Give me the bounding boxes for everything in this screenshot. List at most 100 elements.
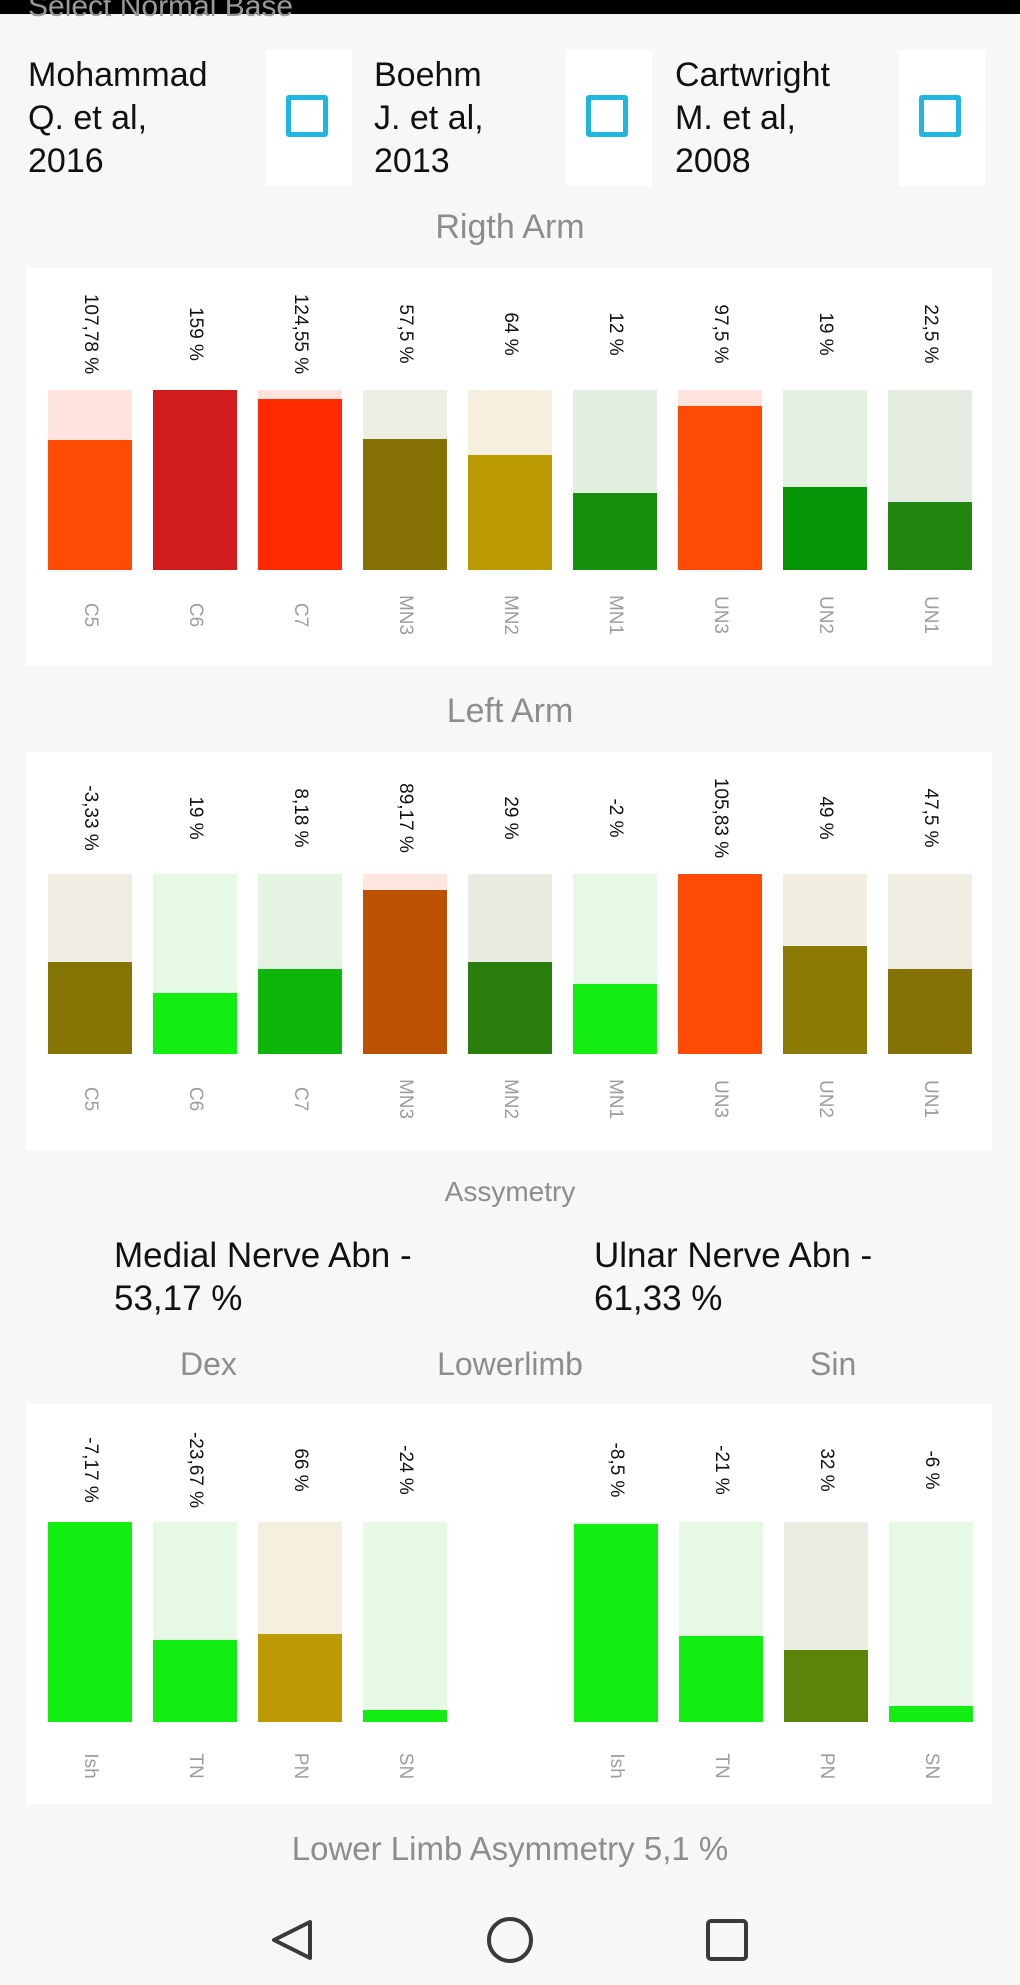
left-arm-value-label: 49 % (815, 796, 836, 840)
lower-dex-value-label: -24 % (395, 1445, 416, 1495)
right-arm-bar-track (153, 390, 237, 570)
lower-sin-bar-track (679, 1522, 763, 1722)
left-arm-value-label: 29 % (500, 796, 521, 840)
left-arm-bar (678, 874, 762, 1054)
left-arm-title: Left Arm (446, 692, 574, 730)
checkbox-icon (286, 95, 328, 137)
lower-dex-category-label: PN (290, 1752, 311, 1780)
right-arm-value-label: 107,78 % (80, 293, 101, 375)
left-arm-category-label: MN1 (605, 1078, 626, 1120)
left-arm-bar-track (783, 874, 867, 1054)
lower-sin-bar (784, 1650, 868, 1722)
right-arm-value-label: 19 % (815, 312, 836, 356)
lower-sin-value-label: -6 % (921, 1450, 942, 1490)
lower-sin-category-label: Ish (606, 1753, 627, 1779)
right-arm-bar (783, 487, 867, 570)
lower-sin-value-label: -21 % (711, 1445, 732, 1495)
back-button[interactable] (252, 1900, 332, 1980)
right-arm-category-label: C5 (80, 602, 101, 628)
reference-label-boehm: Boehm J. et al, 2013 (374, 56, 484, 180)
right-arm-value-label: 97,5 % (710, 304, 731, 364)
asymmetry-title: Assymetry (444, 1176, 576, 1207)
select-normal-base-title: Select Normal Base (28, 0, 294, 23)
lower-dex-bar (48, 1522, 132, 1722)
lower-dex-value-label: -23,67 % (185, 1431, 206, 1509)
sin-label: Sin (810, 1346, 857, 1382)
status-bar (0, 0, 1020, 14)
lower-sin-value-label: 32 % (816, 1448, 837, 1492)
navigation-bar (0, 1900, 1020, 1980)
right-arm-bar (153, 390, 237, 570)
right-arm-value-label: 64 % (500, 312, 521, 356)
right-arm-category-label: C7 (290, 602, 311, 628)
checkbox-icon (586, 95, 628, 137)
reference-checkbox-boehm[interactable] (566, 50, 652, 186)
right-arm-bar-track (678, 390, 762, 570)
right-arm-bar (888, 502, 972, 570)
right-arm-category-label: MN2 (500, 594, 521, 636)
reference-checkbox-mohammad[interactable] (266, 50, 352, 186)
circle-home-icon (487, 1917, 533, 1963)
lower-dex-bar (363, 1710, 447, 1722)
home-button[interactable] (470, 1900, 550, 1980)
right-arm-bar (678, 406, 762, 570)
right-arm-value-label: 57,5 % (395, 304, 416, 364)
left-arm-category-label: UN2 (815, 1079, 836, 1119)
right-arm-bar-track (573, 390, 657, 570)
reference-label-mohammad: Mohammad Q. et al, 2016 (28, 56, 208, 180)
left-arm-value-label: -2 % (605, 798, 626, 838)
right-arm-category-label: UN3 (710, 595, 731, 635)
right-arm-bar-track (888, 390, 972, 570)
reference-checkbox-cartwright[interactable] (899, 50, 985, 186)
lower-dex-bar-track (258, 1522, 342, 1722)
left-arm-category-label: UN1 (920, 1079, 941, 1119)
left-arm-bar-track (573, 874, 657, 1054)
right-arm-title: Rigth Arm (435, 208, 585, 246)
right-arm-bar (573, 493, 657, 570)
left-arm-value-label: 19 % (185, 796, 206, 840)
left-arm-category-label: MN3 (395, 1078, 416, 1120)
lower-sin-category-label: PN (816, 1752, 837, 1780)
left-arm-category-label: C6 (185, 1086, 206, 1112)
right-arm-bar (468, 455, 552, 570)
right-arm-bar-track (468, 390, 552, 570)
lower-dex-bar-track (363, 1522, 447, 1722)
lower-dex-category-label: Ish (80, 1753, 101, 1779)
right-arm-bar-track (258, 390, 342, 570)
lower-sin-bar-track (784, 1522, 868, 1722)
recents-button[interactable] (687, 1900, 767, 1980)
lower-dex-category-label: SN (395, 1752, 416, 1780)
right-arm-value-label: 22,5 % (920, 304, 941, 364)
right-arm-bar-track (783, 390, 867, 570)
right-arm-value-label: 159 % (185, 307, 206, 361)
left-arm-value-label: 8,18 % (290, 788, 311, 848)
left-arm-bar (153, 993, 237, 1054)
right-arm-bar (258, 399, 342, 570)
lower-dex-bar (153, 1640, 237, 1722)
left-arm-bar-track (48, 874, 132, 1054)
right-arm-category-label: UN2 (815, 595, 836, 635)
left-arm-category-label: MN2 (500, 1078, 521, 1120)
left-arm-bar-track (678, 874, 762, 1054)
left-arm-category-label: C7 (290, 1086, 311, 1112)
lower-sin-bar (679, 1636, 763, 1722)
left-arm-category-label: C5 (80, 1086, 101, 1112)
lower-sin-bar-track (574, 1522, 658, 1722)
lower-sin-category-label: SN (921, 1752, 942, 1780)
medial-nerve-asymmetry: Medial Nerve Abn - 53,17 % (114, 1236, 412, 1318)
right-arm-category-label: MN3 (395, 594, 416, 636)
left-arm-bar (48, 962, 132, 1054)
lower-sin-category-label: TN (711, 1753, 732, 1779)
right-arm-category-label: UN1 (920, 595, 941, 635)
right-arm-bar-track (363, 390, 447, 570)
left-arm-chart: -3,33 % C5 19 % C6 8,18 % C7 89,17 % MN3 29 % MN2… (26, 752, 992, 1150)
lower-dex-bar-track (48, 1522, 132, 1722)
left-arm-bar (363, 890, 447, 1054)
left-arm-bar-track (363, 874, 447, 1054)
left-arm-bar (258, 969, 342, 1054)
dex-label: Dex (180, 1346, 237, 1382)
left-arm-category-label: UN3 (710, 1079, 731, 1119)
lower-sin-bar (889, 1706, 973, 1722)
lower-dex-bar-track (153, 1522, 237, 1722)
lower-limb-chart: -7,17 % Ish -23,67 % TN 66 % PN -24 % SN -8,5 % I… (26, 1404, 992, 1804)
